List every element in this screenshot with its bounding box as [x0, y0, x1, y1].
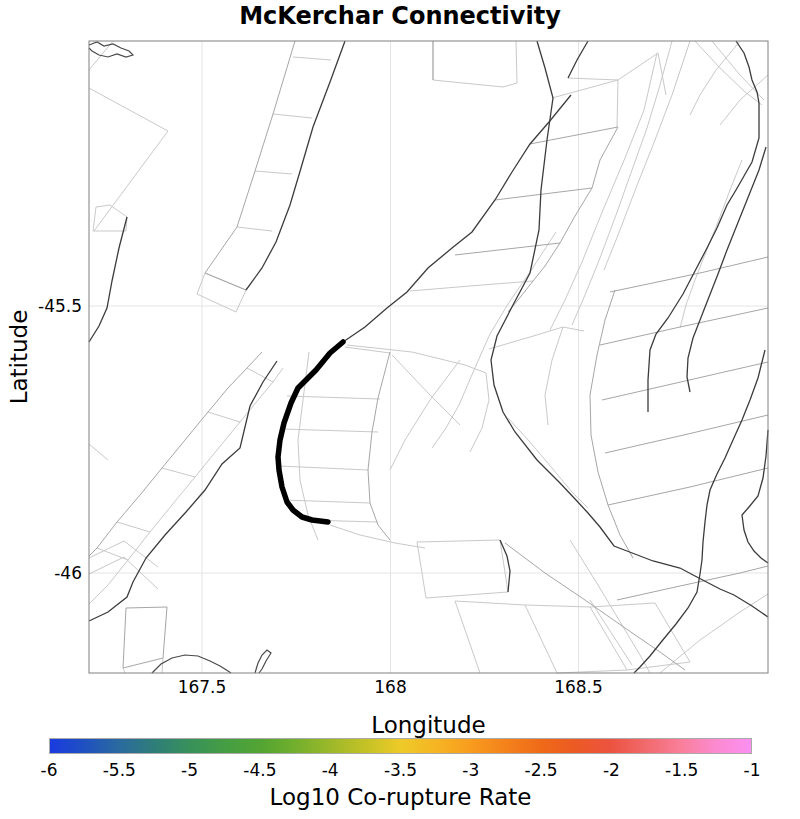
x-tick-label: 168 [351, 677, 431, 697]
colorbar-tick-label: -5.5 [89, 760, 149, 780]
y-axis-title: Latitude [6, 257, 32, 457]
colorbar-tick-label: -3.5 [371, 760, 431, 780]
colorbar-tick-label: -5 [160, 760, 220, 780]
colorbar-tick-label: -6 [19, 760, 79, 780]
figure: McKerchar Connectivity Latitude Longitud… [0, 0, 800, 819]
y-tick-label: -46 [2, 563, 82, 583]
x-tick-label: 168.5 [539, 677, 619, 697]
colorbar-tick-label: -4.5 [230, 760, 290, 780]
colorbar-tick-label: -2.5 [511, 760, 571, 780]
colorbar [49, 738, 752, 754]
colorbar-tick-label: -1 [722, 760, 782, 780]
x-axis-title: Longitude [89, 712, 768, 738]
colorbar-tick-label: -3 [441, 760, 501, 780]
colorbar-tick-label: -2 [581, 760, 641, 780]
colorbar-label: Log10 Co-rupture Rate [49, 784, 752, 810]
map-plot [0, 0, 800, 700]
y-tick-label: -45.5 [2, 296, 82, 316]
colorbar-tick-label: -1.5 [652, 760, 712, 780]
colorbar-tick-label: -4 [300, 760, 360, 780]
x-tick-label: 167.5 [162, 677, 242, 697]
